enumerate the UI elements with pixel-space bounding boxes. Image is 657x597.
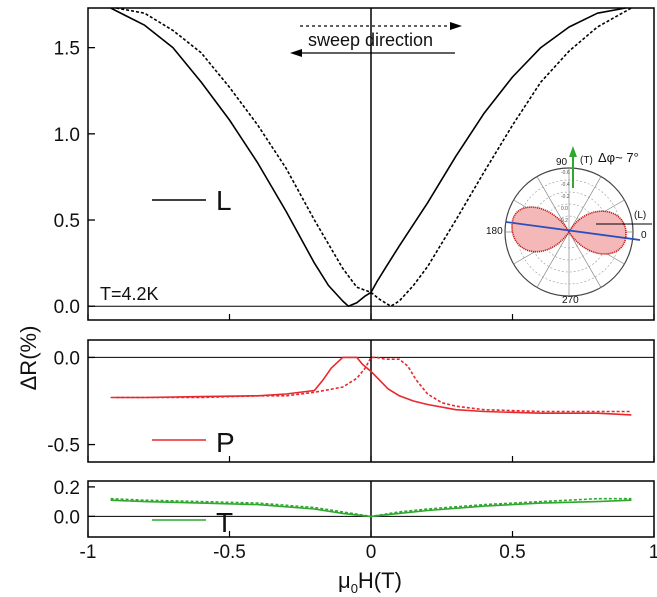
x-tick-label: 1	[649, 542, 657, 563]
legend-label-t: T	[216, 507, 233, 538]
y-tick-label: 0.2	[54, 478, 80, 499]
polar-radial-label: -0.2	[561, 194, 570, 200]
series-l-dashed	[116, 7, 632, 307]
panel-p-series	[110, 356, 632, 416]
y-tick-label: 1.0	[54, 125, 80, 146]
polar-label-l: (L)	[634, 210, 646, 221]
y-tick-label: -0.5	[47, 436, 80, 457]
polar-lobe-right	[568, 210, 627, 255]
panel-t-ticks: 0.20.0	[54, 478, 655, 537]
polar-inset: 90 (T) Δφ~ 7° 180 (L) 0 270 -0.6 -0.4 -0.2…	[486, 146, 652, 306]
x-tick-label: -0.5	[213, 542, 246, 563]
polar-axis-line	[505, 221, 641, 241]
legend-label-l: L	[216, 185, 232, 216]
polar-angle-0: 0	[641, 230, 647, 241]
sweep-arrowhead-right	[450, 22, 462, 30]
panel-t: 0.20.0 T	[54, 478, 655, 538]
y-tick-label: 1.5	[54, 39, 80, 60]
temperature-annotation: T=4.2K	[100, 284, 159, 304]
x-tick-label: -1	[80, 542, 97, 563]
panel-p-ticks: 0.0 -0.5	[47, 340, 655, 462]
series-t-dashed	[110, 497, 632, 518]
polar-radial-label: -0.6	[561, 170, 570, 176]
polar-radial-label: 0.0	[561, 206, 568, 212]
sweep-direction-indicator: sweep direction	[290, 22, 462, 57]
series-l-solid	[110, 7, 626, 307]
panel-l-ticks: 0.0 0.5 1.0 1.5	[54, 8, 655, 320]
polar-angle-180: 180	[486, 226, 503, 237]
polar-arrow-head	[569, 146, 577, 157]
polar-title: Δφ~ 7°	[598, 150, 639, 165]
legend-label-p: P	[216, 427, 235, 458]
panel-l: 0.0 0.5 1.0 1.5 T=4.2K sweep direction L	[54, 7, 655, 321]
y-tick-label: 0.5	[54, 211, 80, 232]
y-axis-title: ΔR(%)	[16, 326, 41, 391]
y-tick-label: 0.0	[54, 297, 80, 318]
x-axis: -1 -0.5 0 0.5 1	[80, 542, 657, 563]
polar-radial-labels: -0.6 -0.4 -0.2 0.0 0.2	[561, 170, 570, 224]
series-p-solid	[110, 356, 632, 416]
polar-angle-90: 90	[556, 157, 568, 168]
sweep-arrowhead-left	[290, 49, 302, 57]
polar-angle-270: 270	[562, 295, 579, 306]
x-axis-title: μ0H(T)	[338, 568, 402, 596]
polar-lobe-left	[511, 206, 570, 253]
polar-lobes	[511, 206, 627, 255]
sweep-direction-label: sweep direction	[308, 30, 433, 50]
x-tick-label: 0	[366, 542, 377, 563]
y-tick-label: 0.0	[54, 348, 80, 369]
panel-p: 0.0 -0.5 P	[47, 339, 655, 463]
panel-l-series	[110, 7, 632, 307]
polar-radial-label: 0.2	[561, 218, 568, 224]
series-p-dashed	[116, 356, 632, 413]
y-tick-label: 0.0	[54, 507, 80, 528]
x-tick-label: 0.5	[499, 542, 525, 563]
panel-t-series	[110, 497, 632, 518]
polar-radial-label: -0.4	[561, 182, 570, 188]
polar-label-t: (T)	[580, 155, 593, 166]
